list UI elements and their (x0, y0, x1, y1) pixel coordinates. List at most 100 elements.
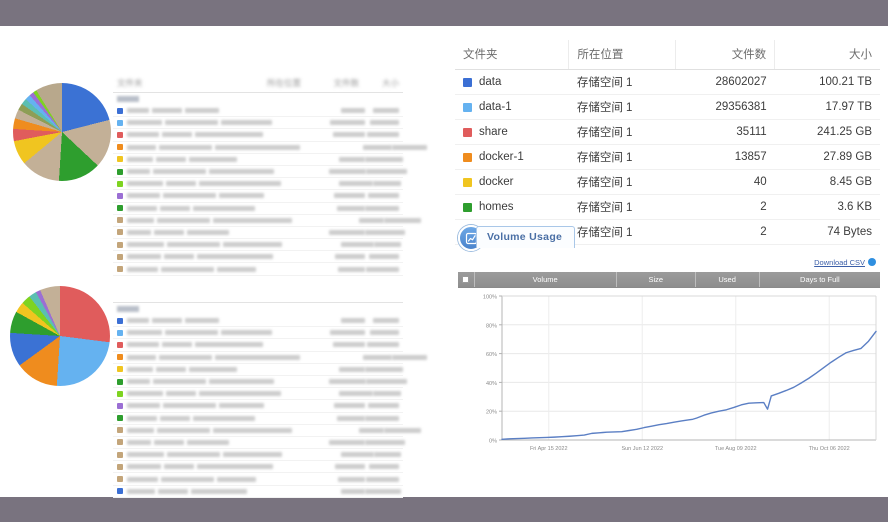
list-item[interactable] (113, 327, 403, 340)
list-item[interactable] (113, 388, 403, 401)
list-item[interactable] (113, 142, 427, 154)
window-bottom-bar (0, 497, 888, 522)
y-axis-tick-label: 40% (486, 381, 497, 387)
folders-table-header-row: 文件夹 所在位置 文件数 大小 (455, 40, 880, 70)
select-all-checkbox-header[interactable] (458, 272, 475, 288)
download-icon[interactable] (868, 258, 876, 266)
list-item[interactable] (113, 227, 405, 240)
size-cell: 27.89 GB (774, 144, 880, 170)
location-cell: 存储空间 1 (568, 169, 676, 195)
table-row[interactable]: share 存储空间 1 35111 241.25 GB (455, 119, 880, 145)
download-csv-row: Download CSV (458, 250, 880, 272)
file-count-cell: 13857 (675, 144, 775, 170)
folder-name-cell: data-1 (455, 94, 569, 120)
list-item[interactable] (113, 413, 403, 425)
volume-usage-tabstrip: Volume Usage (458, 224, 880, 250)
list-item[interactable] (113, 263, 403, 276)
file-count-cell: 28602027 (675, 69, 775, 95)
list-item[interactable] (113, 400, 403, 413)
file-count-cell: 2 (675, 194, 775, 220)
y-axis-tick-label: 20% (486, 410, 497, 416)
file-count-cell: 2 (675, 219, 775, 245)
column-header-volume[interactable]: Volume (474, 272, 617, 288)
size-cell: 241.25 GB (774, 119, 880, 145)
list-item[interactable] (113, 166, 407, 179)
list-item[interactable] (113, 117, 403, 130)
column-header-file-count[interactable]: 文件数 (674, 40, 775, 70)
x-axis-tick-label: Fri Apr 15 2022 (530, 446, 568, 452)
list-item[interactable] (113, 315, 403, 328)
table-header-row: 文件夹 所在位置 文件数 大小 (113, 74, 403, 93)
column-header-folder[interactable]: 文件夹 (455, 40, 569, 70)
column-header-size[interactable]: 大小 (774, 40, 880, 70)
table-row[interactable]: docker-1 存储空间 1 13857 27.89 GB (455, 144, 880, 170)
column-header-folder: 文件夹 (117, 78, 143, 88)
column-header-size: 大小 (381, 78, 399, 88)
list-item[interactable] (113, 473, 403, 486)
volume-usage-chart: 0% 20% 40% 60% 80% 100% Fri Apr 15 2022 Sun Jun… (458, 288, 880, 463)
list-item[interactable] (113, 486, 403, 498)
list-item[interactable] (113, 376, 407, 389)
folder-name: data-1 (479, 101, 512, 113)
list-item[interactable] (113, 203, 403, 215)
list-item[interactable] (113, 461, 403, 474)
column-header-file-count (319, 288, 359, 298)
location-cell: 存储空间 1 (568, 119, 676, 145)
tab-volume-usage-label: Volume Usage (487, 231, 563, 243)
location-cell: 存储空间 1 (568, 144, 676, 170)
color-swatch (463, 127, 472, 137)
select-all-checkbox[interactable] (462, 276, 470, 283)
list-item[interactable] (113, 215, 421, 227)
size-cell: 3.6 KB (774, 194, 880, 220)
list-item[interactable] (113, 449, 403, 462)
table-row[interactable]: data-1 存储空间 1 29356381 17.97 TB (455, 94, 880, 120)
download-csv-link[interactable]: Download CSV (814, 258, 865, 267)
location-cell: 存储空间 1 (568, 94, 676, 120)
column-header-days-to-full[interactable]: Days to Full (759, 272, 880, 288)
list-item[interactable] (113, 239, 403, 252)
y-axis-tick-label: 60% (486, 352, 497, 358)
volume-table-header-row: Volume Size Used Days to Full (458, 272, 880, 288)
folder-name-cell: docker-1 (455, 144, 569, 170)
folders-panel: 文件夹 所在位置 文件数 大小 data 存储空间 1 28602027 100.21… (455, 40, 880, 245)
color-swatch (463, 177, 472, 187)
file-count-cell: 29356381 (675, 94, 775, 120)
column-header-size[interactable]: Size (616, 272, 696, 288)
list-item[interactable] (113, 425, 421, 437)
list-item[interactable] (113, 105, 403, 118)
column-header-size (359, 288, 399, 298)
list-item[interactable] (113, 437, 405, 450)
blurred-folder-table-bottom (113, 284, 427, 498)
column-header-used[interactable]: Used (695, 272, 760, 288)
x-axis-tick-label: Thu Oct 06 2022 (809, 446, 850, 452)
left-blurred-panel: 文件夹 所在位置 文件数 大小 (0, 26, 427, 498)
list-item[interactable] (113, 339, 403, 352)
column-header-location: 所在位置 (267, 78, 302, 88)
usage-line-chart-svg: 0% 20% 40% 60% 80% 100% Fri Apr 15 2022 Sun Jun… (483, 295, 877, 452)
folder-name: docker-1 (479, 151, 524, 163)
list-item[interactable] (113, 129, 403, 142)
pie-chart-top (13, 83, 111, 181)
window-top-bar (0, 0, 888, 26)
list-item[interactable] (113, 364, 403, 376)
list-item[interactable] (113, 190, 403, 203)
tab-volume-usage[interactable]: Volume Usage (476, 226, 576, 248)
column-header-folder (117, 288, 267, 298)
list-item[interactable] (113, 178, 403, 191)
list-item[interactable] (113, 251, 403, 264)
size-cell: 74 Bytes (774, 219, 880, 245)
size-cell: 100.21 TB (774, 69, 880, 95)
table-row[interactable]: homes 存储空间 1 2 3.6 KB (455, 194, 880, 220)
table-row[interactable]: data 存储空间 1 28602027 100.21 TB (455, 69, 880, 95)
location-cell: 存储空间 1 (568, 219, 676, 245)
column-header-location[interactable]: 所在位置 (568, 40, 676, 70)
folder-name: docker (479, 176, 514, 188)
folder-name-cell: data (455, 69, 569, 95)
folder-name: data (479, 76, 502, 88)
blurred-group-label (113, 93, 403, 105)
color-swatch (463, 202, 472, 212)
table-row[interactable]: docker 存储空间 1 40 8.45 GB (455, 169, 880, 195)
list-item[interactable] (113, 154, 403, 166)
list-item[interactable] (113, 352, 427, 364)
